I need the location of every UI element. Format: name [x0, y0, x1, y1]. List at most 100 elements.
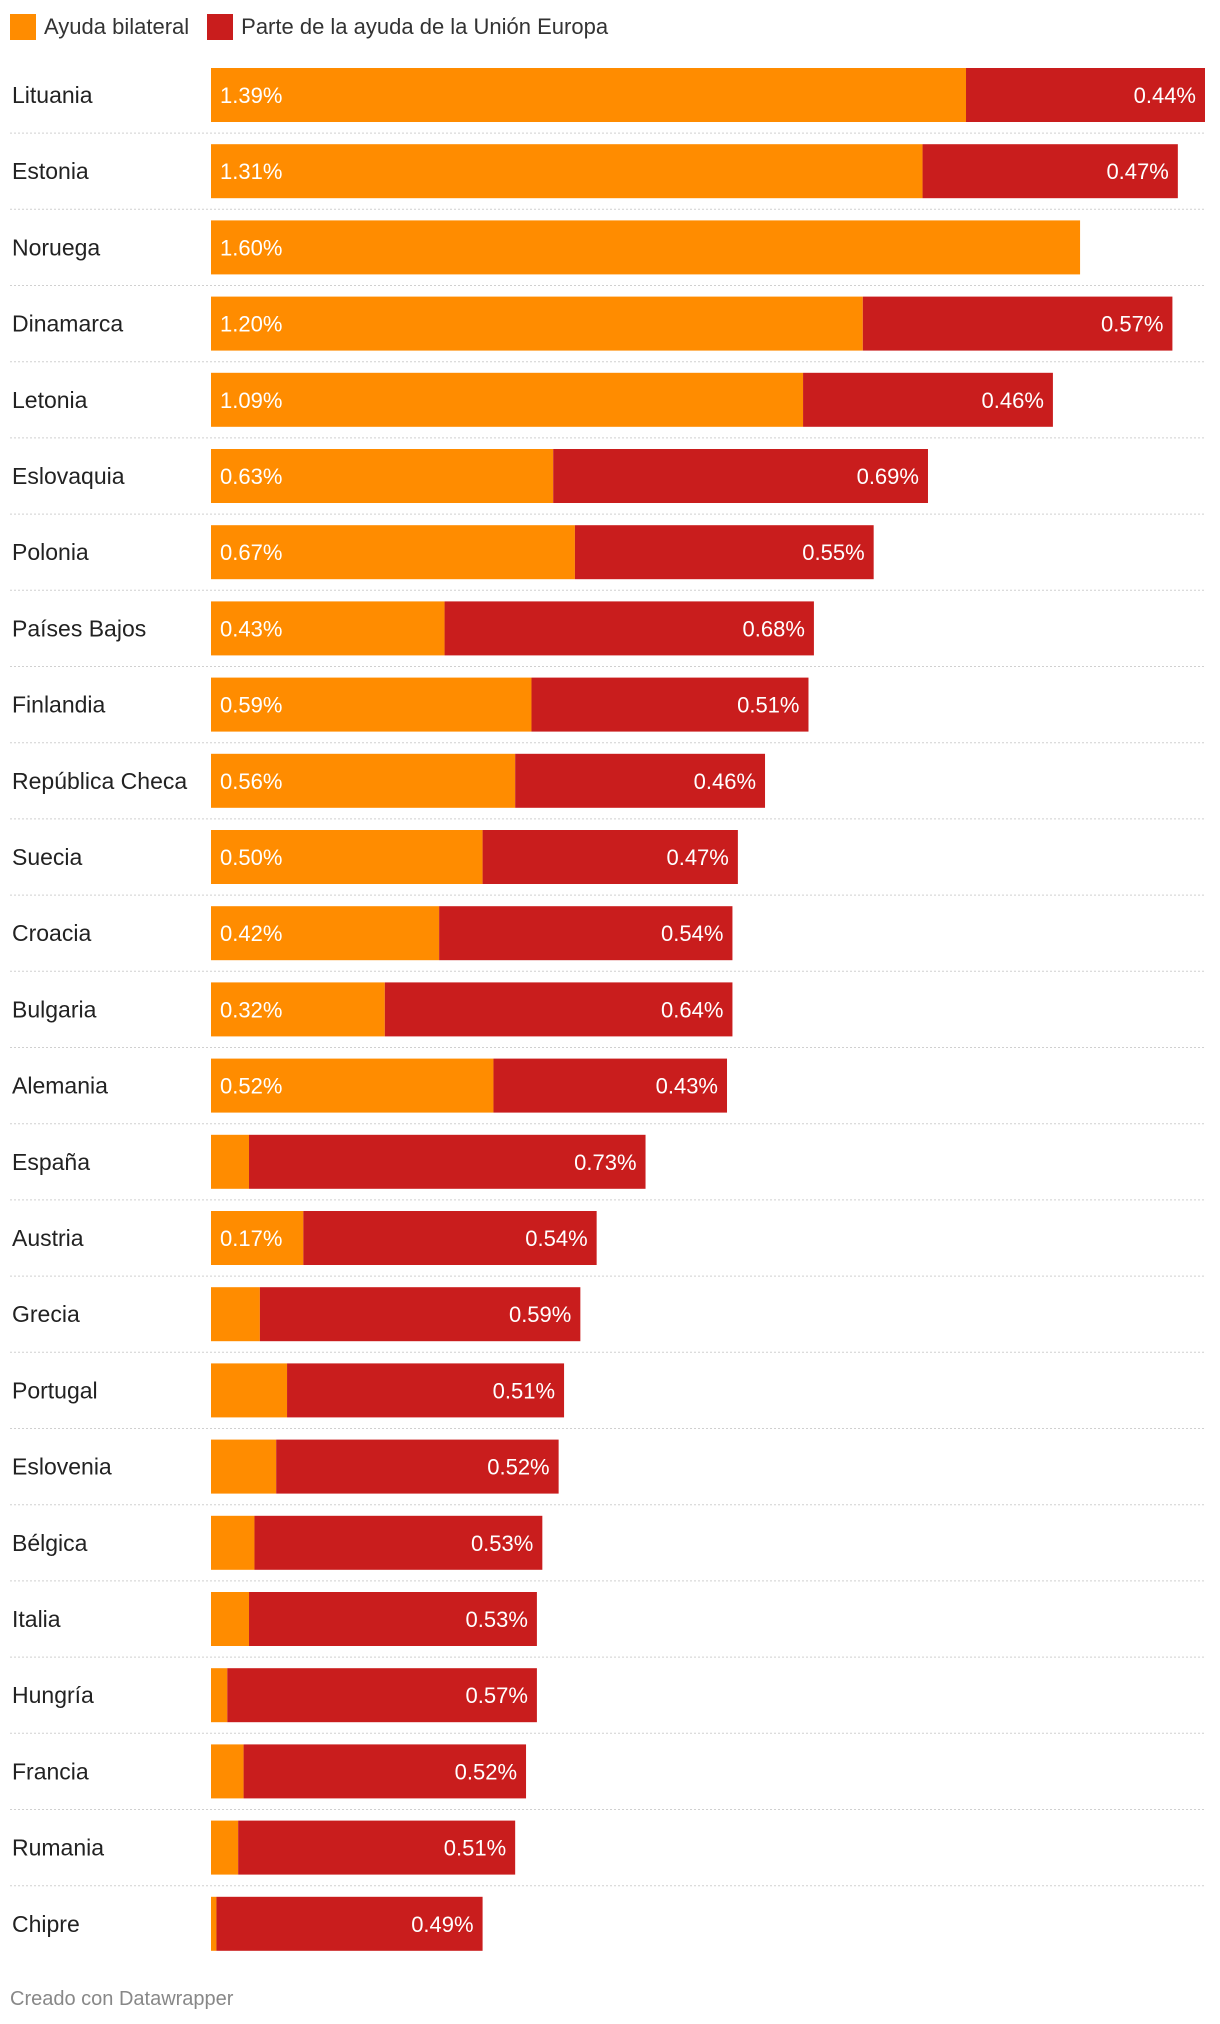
- value-label-eu-italia: 0.53%: [466, 1607, 528, 1632]
- country-label-lituania: Lituania: [12, 82, 93, 108]
- bar-bilateral-grecia: [211, 1287, 260, 1342]
- bar-eu-letonia: [803, 372, 1053, 427]
- value-label-bilateral-noruega: 1.60%: [220, 235, 282, 260]
- bar-eu-chipre: [216, 1896, 483, 1951]
- bar-eu-francia: [243, 1744, 527, 1799]
- legend-swatch-bilateral: [10, 14, 36, 40]
- footer-credit: Creado con Datawrapper: [10, 1988, 234, 2010]
- legend: Ayuda bilateral Parte de la ayuda de la …: [10, 10, 626, 44]
- bar-bilateral-alemania: [211, 1058, 494, 1113]
- bar-bilateral-francia: [211, 1744, 244, 1799]
- value-label-eu-letonia: 0.46%: [982, 388, 1044, 413]
- value-label-bilateral-suecia: 0.50%: [220, 845, 282, 870]
- value-label-bilateral-alemania: 0.52%: [220, 1074, 282, 1099]
- value-label-eu-rumania: 0.51%: [444, 1836, 506, 1861]
- value-label-bilateral-paises-bajos: 0.43%: [220, 616, 282, 641]
- bar-eu-dinamarca: [862, 296, 1173, 351]
- country-label-polonia: Polonia: [12, 539, 89, 565]
- value-label-bilateral-eslovaquia: 0.63%: [220, 464, 282, 489]
- bar-bilateral-polonia: [211, 525, 575, 580]
- stacked-bar-chart: Lituania 1.39% 0.44% Estonia 1.31% 0.47% Norue…: [10, 68, 1205, 1951]
- value-label-eu-bulgaria: 0.64%: [661, 997, 723, 1022]
- country-label-estonia: Estonia: [12, 158, 89, 184]
- bar-eu-estonia: [922, 144, 1178, 199]
- bar-eu-croacia: [439, 906, 733, 961]
- bar-eu-austria: [303, 1211, 597, 1265]
- bar-eu-lituania: [966, 68, 1205, 122]
- value-label-bilateral-polonia: 0.67%: [220, 540, 282, 565]
- bar-eu-rumania: [238, 1820, 516, 1875]
- country-label-republica-checa: República Checa: [12, 768, 187, 794]
- value-label-bilateral-finlandia: 0.59%: [220, 693, 282, 718]
- country-label-hungria: Hungría: [12, 1682, 94, 1708]
- bar-bilateral-austria: [211, 1211, 304, 1265]
- value-label-bilateral-austria: 0.17%: [220, 1226, 282, 1251]
- value-label-bilateral-dinamarca: 1.20%: [220, 312, 282, 337]
- bar-bilateral-rumania: [211, 1820, 239, 1875]
- country-label-grecia: Grecia: [12, 1301, 80, 1327]
- bar-eu-italia: [249, 1592, 537, 1646]
- legend-label-bilateral: Ayuda bilateral: [44, 14, 190, 39]
- bar-bilateral-noruega: [211, 220, 1081, 275]
- value-label-eu-francia: 0.52%: [455, 1759, 517, 1784]
- country-label-finlandia: Finlandia: [12, 692, 106, 718]
- bar-bilateral-paises-bajos: [211, 601, 445, 656]
- bar-bilateral-lituania: [211, 68, 967, 122]
- country-label-chipre: Chipre: [12, 1911, 80, 1937]
- country-label-suecia: Suecia: [12, 844, 83, 870]
- value-label-eu-eslovaquia: 0.69%: [857, 464, 919, 489]
- value-label-eu-polonia: 0.55%: [802, 540, 864, 565]
- bar-eu-eslovaquia: [553, 449, 928, 503]
- value-label-eu-lituania: 0.44%: [1134, 83, 1196, 108]
- bar-bilateral-portugal: [211, 1363, 288, 1418]
- value-label-eu-republica-checa: 0.46%: [694, 769, 756, 794]
- bar-eu-bulgaria: [384, 982, 733, 1037]
- value-label-eu-grecia: 0.59%: [509, 1302, 571, 1327]
- bar-bilateral-eslovenia: [211, 1439, 277, 1494]
- country-label-letonia: Letonia: [12, 387, 88, 413]
- country-label-austria: Austria: [12, 1225, 84, 1251]
- bar-eu-grecia: [259, 1287, 581, 1342]
- bar-bilateral-chipre: [211, 1896, 217, 1951]
- bar-eu-paises-bajos: [444, 601, 814, 656]
- value-label-eu-eslovenia: 0.52%: [487, 1455, 549, 1480]
- legend-label-eu: Parte de la ayuda de la Unión Europa: [241, 14, 609, 39]
- value-label-eu-austria: 0.54%: [525, 1226, 587, 1251]
- value-label-eu-chipre: 0.49%: [411, 1912, 473, 1937]
- bar-bilateral-italia: [211, 1592, 250, 1646]
- country-label-eslovenia: Eslovenia: [12, 1454, 112, 1480]
- country-label-bulgaria: Bulgaria: [12, 996, 97, 1022]
- bar-bilateral-estonia: [211, 144, 923, 199]
- value-label-eu-espana: 0.73%: [574, 1150, 636, 1175]
- legend-item-bilateral: Ayuda bilateral: [10, 14, 189, 40]
- value-label-eu-paises-bajos: 0.68%: [743, 616, 805, 641]
- bar-eu-espana: [249, 1134, 646, 1189]
- bar-eu-suecia: [482, 830, 738, 884]
- bar-eu-alemania: [493, 1058, 728, 1113]
- value-label-eu-belgica: 0.53%: [471, 1531, 533, 1556]
- bar-eu-hungria: [227, 1668, 537, 1723]
- country-label-rumania: Rumania: [12, 1835, 104, 1861]
- country-label-alemania: Alemania: [12, 1073, 108, 1099]
- country-label-belgica: Bélgica: [12, 1530, 88, 1556]
- bar-bilateral-belgica: [211, 1515, 255, 1570]
- value-label-eu-croacia: 0.54%: [661, 921, 723, 946]
- value-label-eu-hungria: 0.57%: [466, 1683, 528, 1708]
- bar-bilateral-eslovaquia: [211, 449, 554, 503]
- value-label-bilateral-bulgaria: 0.32%: [220, 997, 282, 1022]
- legend-swatch-eu: [207, 14, 234, 40]
- bar-bilateral-hungria: [211, 1668, 228, 1723]
- country-label-paises-bajos: Países Bajos: [12, 615, 146, 641]
- country-label-croacia: Croacia: [12, 920, 91, 946]
- country-label-italia: Italia: [12, 1606, 61, 1632]
- bar-bilateral-croacia: [211, 906, 440, 961]
- value-label-eu-dinamarca: 0.57%: [1101, 312, 1163, 337]
- value-label-bilateral-lituania: 1.39%: [220, 83, 282, 108]
- value-label-eu-finlandia: 0.51%: [737, 693, 799, 718]
- bar-eu-republica-checa: [515, 753, 766, 808]
- bar-eu-belgica: [254, 1515, 543, 1570]
- country-label-eslovaquia: Eslovaquia: [12, 463, 125, 489]
- value-label-eu-alemania: 0.43%: [656, 1074, 718, 1099]
- value-label-bilateral-republica-checa: 0.56%: [220, 769, 282, 794]
- bar-eu-finlandia: [531, 677, 809, 732]
